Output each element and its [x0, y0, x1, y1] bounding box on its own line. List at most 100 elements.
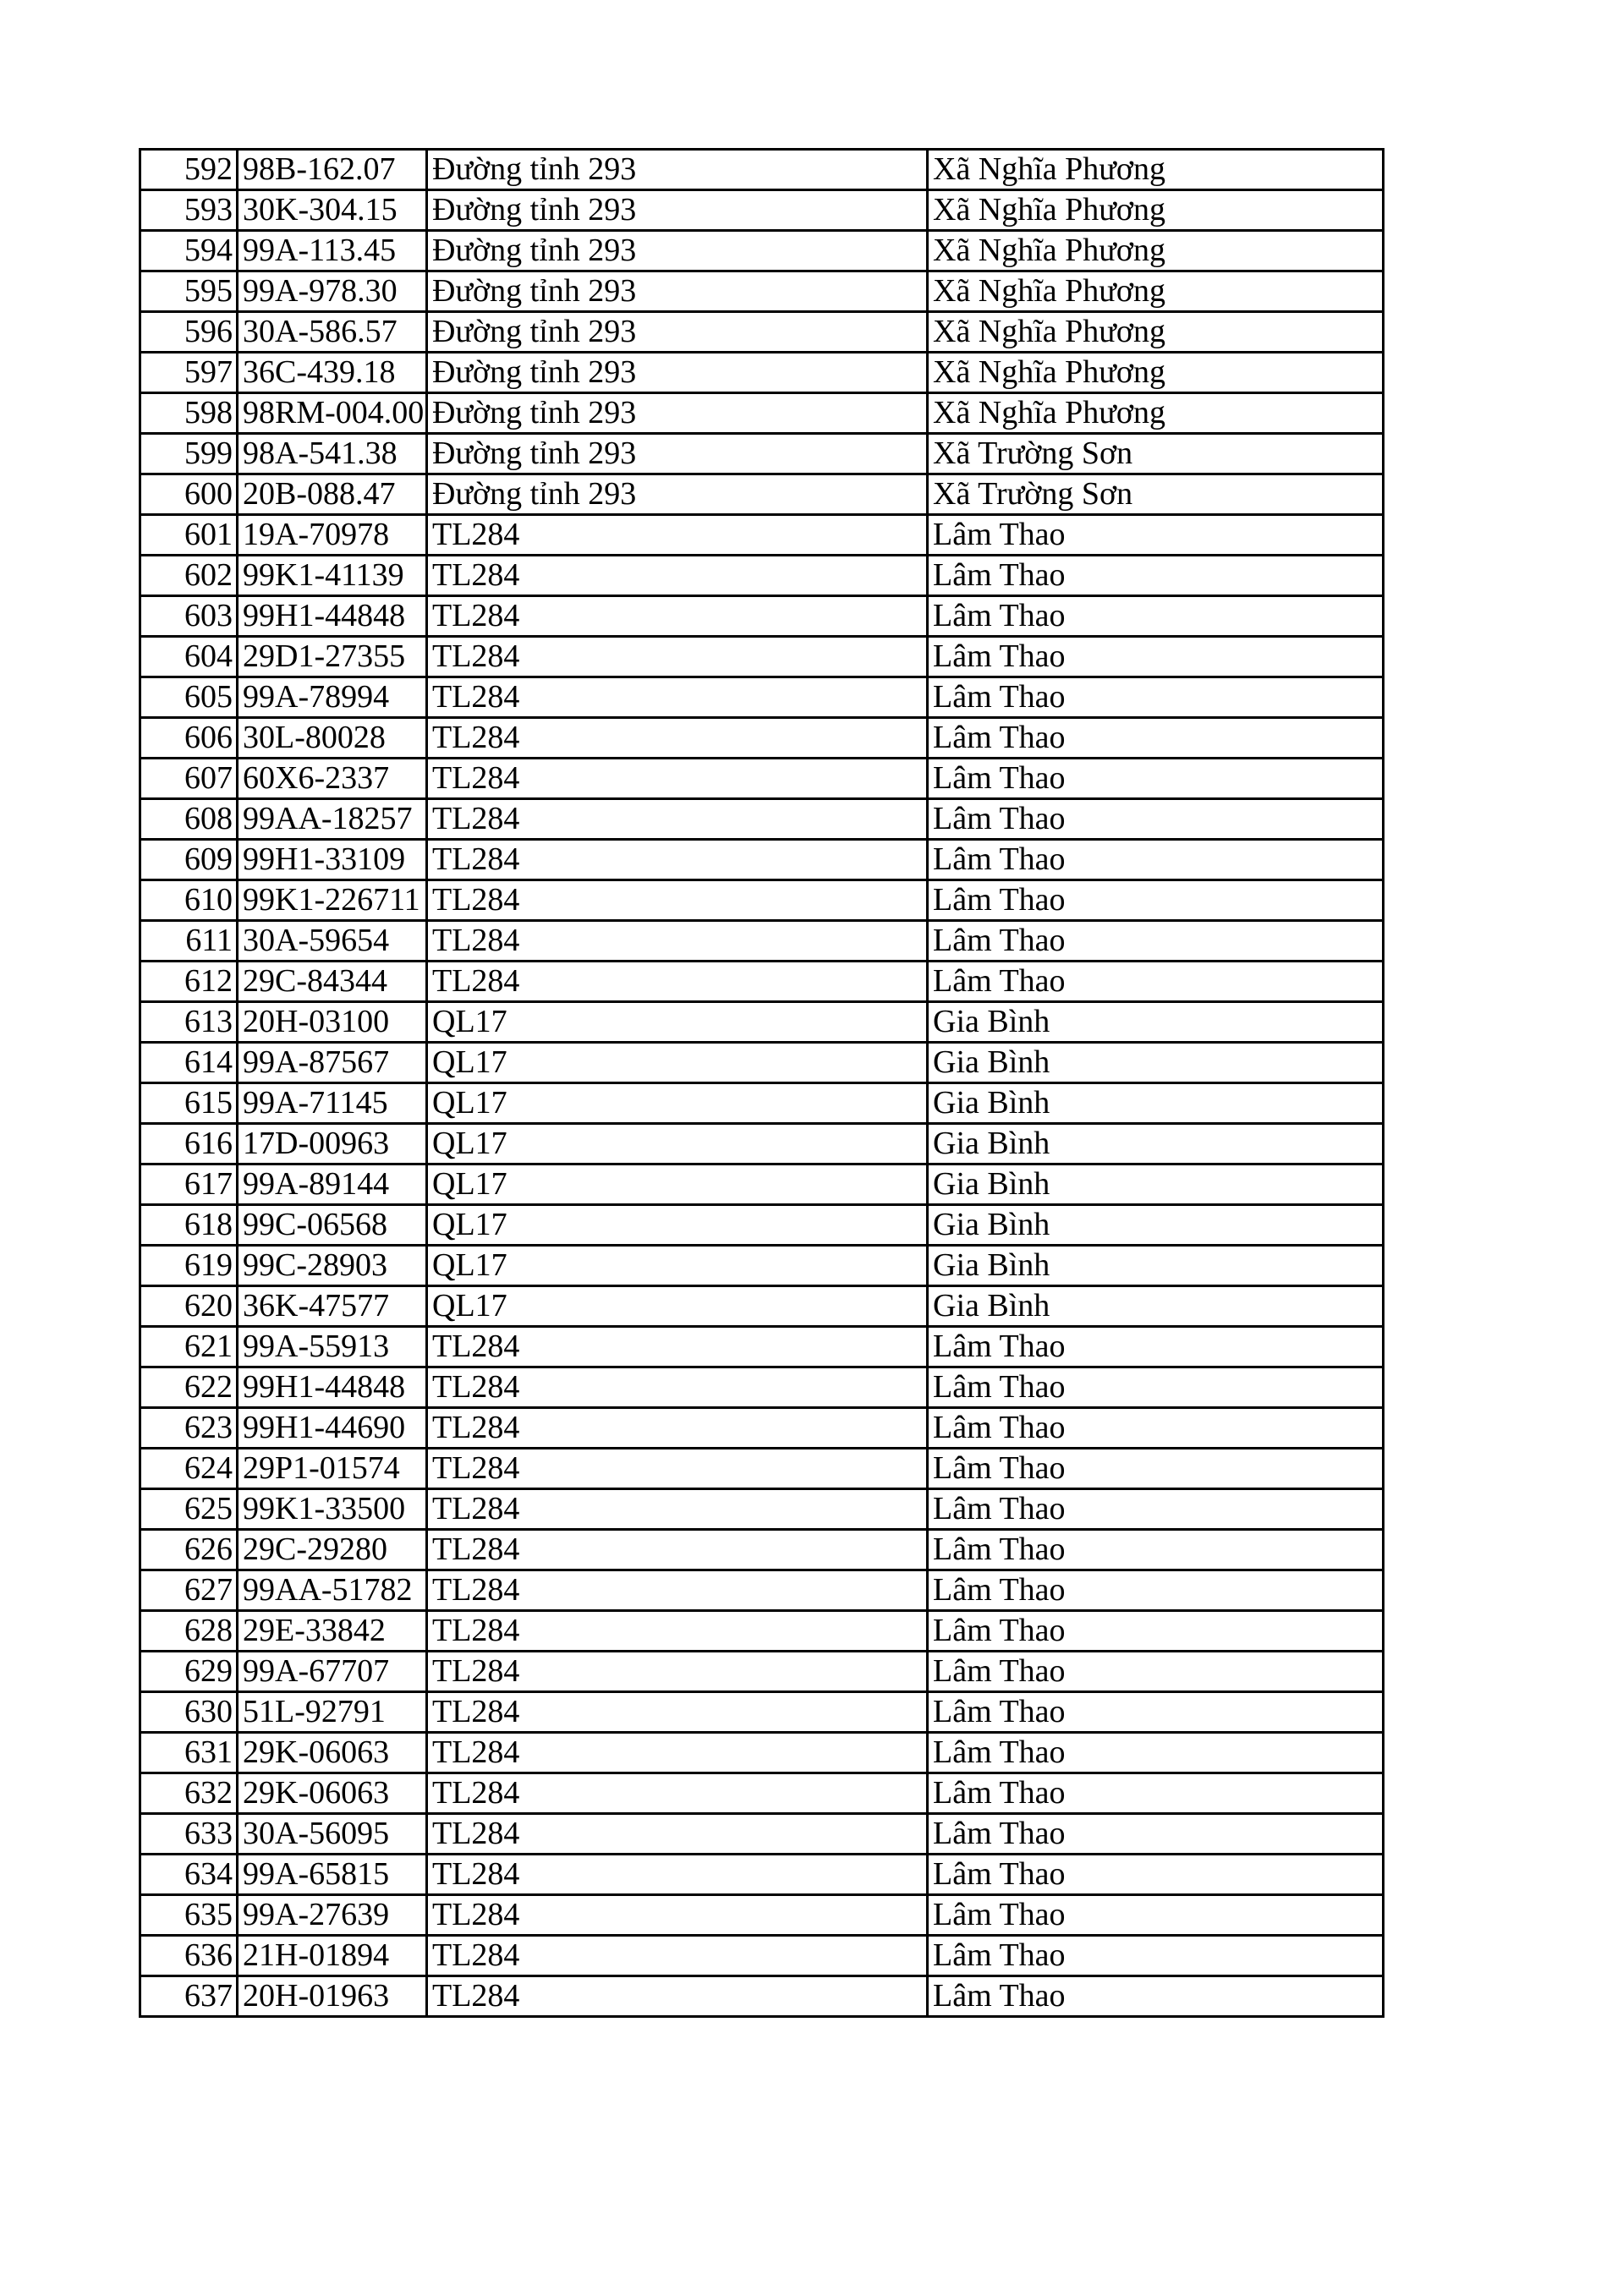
row-number-cell: 618 [139, 1203, 239, 1247]
road-cell: TL284 [425, 1772, 929, 1815]
road-cell: TL284 [425, 919, 929, 962]
table-row: 617 99A-89144 QL17 Gia Bình [139, 1163, 1384, 1206]
table-row: 621 99A-55913 TL284 Lâm Thao [139, 1325, 1384, 1368]
table-row: 629 99A-67707 TL284 Lâm Thao [139, 1650, 1384, 1693]
table-row: 592 98B-162.07 Đường tỉnh 293 Xã Nghĩa Phươ… [139, 148, 1384, 191]
row-number-cell: 599 [139, 432, 239, 475]
location-cell: Gia Bình [926, 1082, 1384, 1125]
table-row: 637 20H-01963 TL284 Lâm Thao [139, 1975, 1384, 2018]
row-number-cell: 631 [139, 1731, 239, 1774]
location-cell: Gia Bình [926, 1041, 1384, 1084]
row-number-cell: 624 [139, 1447, 239, 1490]
row-number-cell: 613 [139, 1000, 239, 1044]
row-number-cell: 615 [139, 1082, 239, 1125]
row-number-cell: 593 [139, 189, 239, 232]
table-row: 600 20B-088.47 Đường tỉnh 293 Xã Trường Sơn [139, 473, 1384, 516]
license-plate-cell: 21H-01894 [236, 1934, 428, 1977]
table-row: 607 60X6-2337 TL284 Lâm Thao [139, 757, 1384, 800]
table-row: 604 29D1-27355 TL284 Lâm Thao [139, 635, 1384, 678]
location-cell: Xã Nghĩa Phương [926, 310, 1384, 353]
table-row: 610 99K1-226711 TL284 Lâm Thao [139, 879, 1384, 922]
road-cell: TL284 [425, 1650, 929, 1693]
road-cell: TL284 [425, 838, 929, 881]
row-number-cell: 601 [139, 513, 239, 556]
license-plate-cell: 30K-304.15 [236, 189, 428, 232]
table-row: 598 98RM-004.00 Đường tỉnh 293 Xã Nghĩa Phư… [139, 392, 1384, 435]
row-number-cell: 608 [139, 797, 239, 841]
location-cell: Xã Nghĩa Phương [926, 392, 1384, 435]
row-number-cell: 595 [139, 270, 239, 313]
license-plate-cell: 98RM-004.00 [236, 392, 428, 435]
location-cell: Gia Bình [926, 1000, 1384, 1044]
row-number-cell: 621 [139, 1325, 239, 1368]
license-plate-cell: 20H-03100 [236, 1000, 428, 1044]
table-row: 613 20H-03100 QL17 Gia Bình [139, 1000, 1384, 1044]
location-cell: Lâm Thao [926, 1447, 1384, 1490]
row-number-cell: 637 [139, 1975, 239, 2018]
license-plate-cell: 99A-65815 [236, 1853, 428, 1896]
road-cell: QL17 [425, 1203, 929, 1247]
location-cell: Lâm Thao [926, 554, 1384, 597]
license-plate-cell: 20B-088.47 [236, 473, 428, 516]
license-plate-cell: 99H1-33109 [236, 838, 428, 881]
row-number-cell: 592 [139, 148, 239, 191]
license-plate-cell: 98A-541.38 [236, 432, 428, 475]
location-cell: Xã Nghĩa Phương [926, 148, 1384, 191]
location-cell: Lâm Thao [926, 797, 1384, 841]
road-cell: Đường tỉnh 293 [425, 229, 929, 272]
row-number-cell: 622 [139, 1366, 239, 1409]
license-plate-cell: 29K-06063 [236, 1772, 428, 1815]
table-row: 611 30A-59654 TL284 Lâm Thao [139, 919, 1384, 962]
table-row: 622 99H1-44848 TL284 Lâm Thao [139, 1366, 1384, 1409]
road-cell: TL284 [425, 595, 929, 638]
row-number-cell: 610 [139, 879, 239, 922]
table-row: 624 29P1-01574 TL284 Lâm Thao [139, 1447, 1384, 1490]
location-cell: Lâm Thao [926, 1650, 1384, 1693]
location-cell: Lâm Thao [926, 1812, 1384, 1855]
location-cell: Lâm Thao [926, 1690, 1384, 1734]
table-row: 603 99H1-44848 TL284 Lâm Thao [139, 595, 1384, 638]
road-cell: Đường tỉnh 293 [425, 351, 929, 394]
table-row: 595 99A-978.30 Đường tỉnh 293 Xã Nghĩa Phươ… [139, 270, 1384, 313]
table-row: 597 36C-439.18 Đường tỉnh 293 Xã Nghĩa Phươ… [139, 351, 1384, 394]
road-cell: TL284 [425, 1975, 929, 2018]
license-plate-cell: 99A-113.45 [236, 229, 428, 272]
road-cell: Đường tỉnh 293 [425, 270, 929, 313]
row-number-cell: 605 [139, 676, 239, 719]
license-plate-cell: 99A-27639 [236, 1893, 428, 1937]
row-number-cell: 596 [139, 310, 239, 353]
road-cell: TL284 [425, 1853, 929, 1896]
location-cell: Lâm Thao [926, 1772, 1384, 1815]
table-row: 619 99C-28903 QL17 Gia Bình [139, 1244, 1384, 1287]
road-cell: TL284 [425, 1406, 929, 1449]
location-cell: Lâm Thao [926, 960, 1384, 1003]
location-cell: Lâm Thao [926, 838, 1384, 881]
location-cell: Lâm Thao [926, 1488, 1384, 1531]
table-row: 631 29K-06063 TL284 Lâm Thao [139, 1731, 1384, 1774]
license-plate-cell: 36K-47577 [236, 1285, 428, 1328]
road-cell: TL284 [425, 1893, 929, 1937]
table-row: 615 99A-71145 QL17 Gia Bình [139, 1082, 1384, 1125]
row-number-cell: 636 [139, 1934, 239, 1977]
license-plate-cell: 99C-28903 [236, 1244, 428, 1287]
row-number-cell: 635 [139, 1893, 239, 1937]
road-cell: TL284 [425, 1569, 929, 1612]
license-plate-cell: 30A-59654 [236, 919, 428, 962]
road-cell: TL284 [425, 757, 929, 800]
road-cell: TL284 [425, 1690, 929, 1734]
location-cell: Lâm Thao [926, 1893, 1384, 1937]
road-cell: QL17 [425, 1000, 929, 1044]
table-row: 616 17D-00963 QL17 Gia Bình [139, 1122, 1384, 1165]
location-cell: Lâm Thao [926, 1569, 1384, 1612]
location-cell: Lâm Thao [926, 1325, 1384, 1368]
location-cell: Xã Nghĩa Phương [926, 189, 1384, 232]
row-number-cell: 633 [139, 1812, 239, 1855]
road-cell: Đường tỉnh 293 [425, 392, 929, 435]
license-plate-cell: 99AA-18257 [236, 797, 428, 841]
table-row: 606 30L-80028 TL284 Lâm Thao [139, 716, 1384, 759]
road-cell: TL284 [425, 635, 929, 678]
road-cell: QL17 [425, 1082, 929, 1125]
row-number-cell: 634 [139, 1853, 239, 1896]
row-number-cell: 617 [139, 1163, 239, 1206]
road-cell: TL284 [425, 1528, 929, 1571]
